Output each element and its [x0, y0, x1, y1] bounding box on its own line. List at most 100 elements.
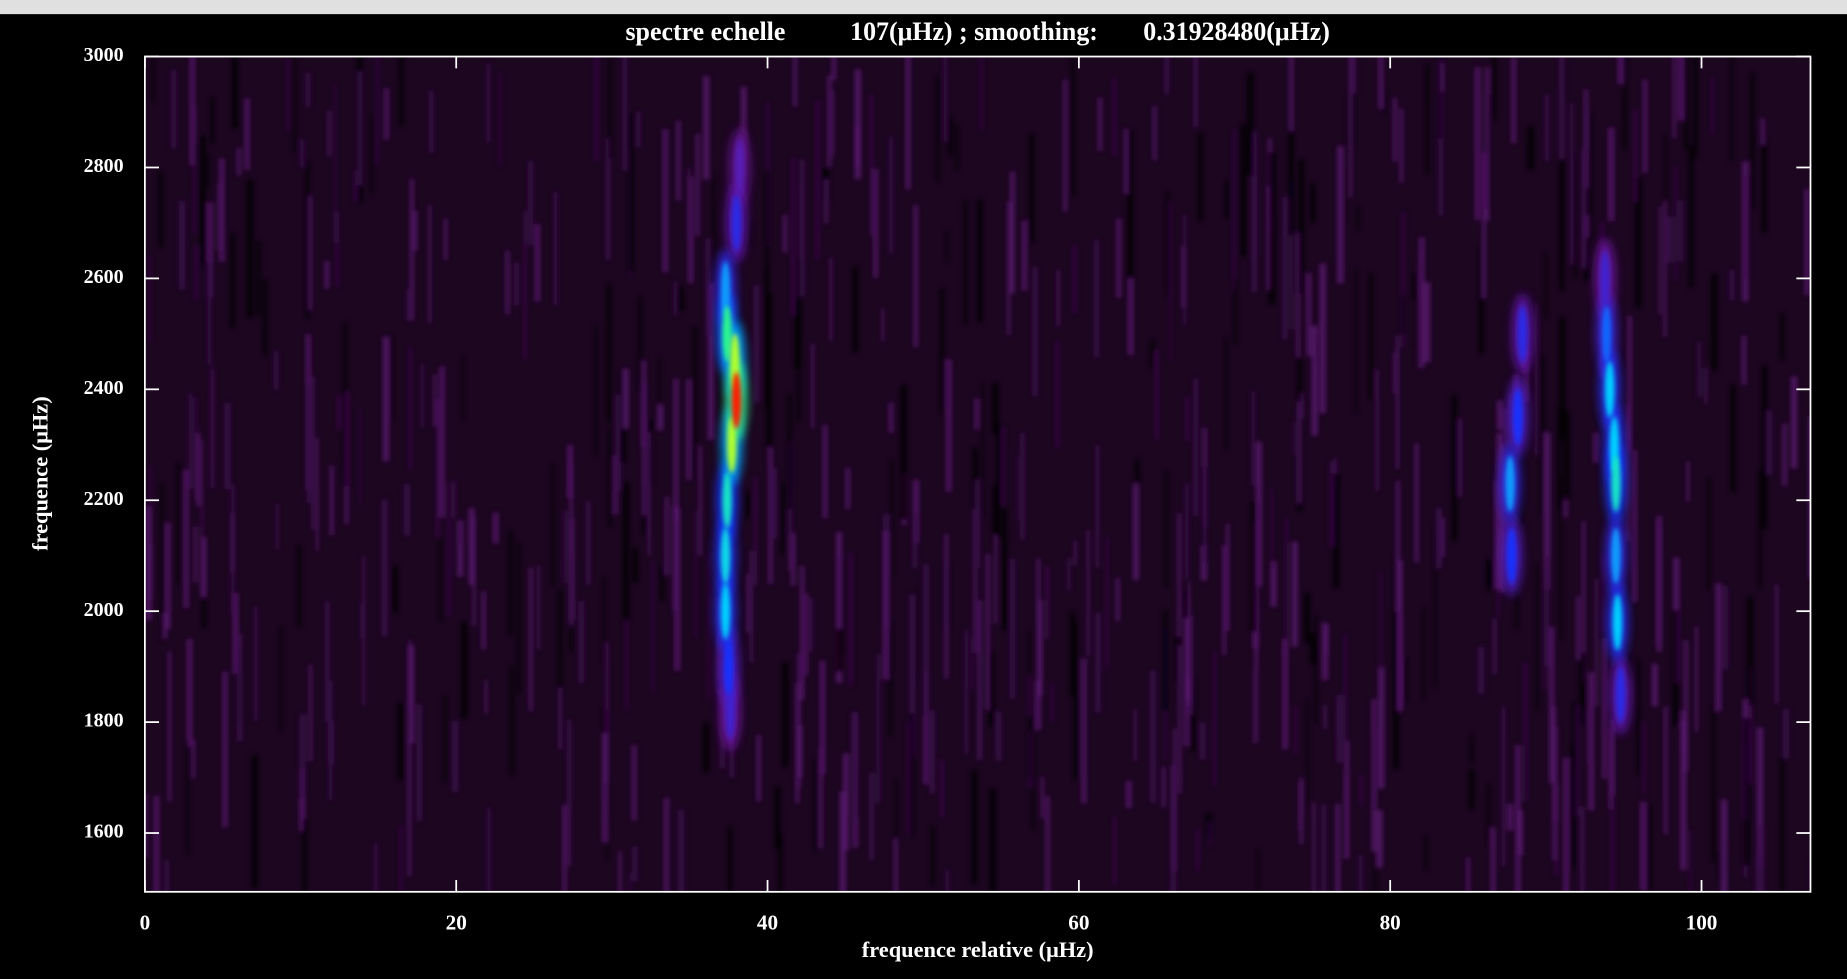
- texture-stripe: [293, 57, 296, 154]
- texture-stripe: [537, 565, 540, 650]
- texture-stripe: [1557, 407, 1562, 510]
- texture-stripe: [188, 393, 193, 489]
- texture-stripe: [1399, 108, 1404, 183]
- texture-stripe: [622, 56, 628, 171]
- texture-stripe: [1543, 569, 1547, 690]
- texture-stripe: [186, 739, 189, 855]
- texture-stripe: [219, 158, 225, 262]
- texture-stripe: [888, 620, 892, 736]
- texture-stripe: [1632, 450, 1637, 603]
- texture-stripe: [1202, 467, 1207, 562]
- texture-stripe: [1251, 501, 1257, 633]
- texture-stripe: [693, 326, 697, 480]
- texture-stripe: [151, 56, 155, 103]
- texture-stripe: [439, 366, 445, 518]
- texture-stripe: [1186, 396, 1188, 441]
- texture-stripe: [1205, 813, 1212, 841]
- texture-stripe: [1222, 545, 1226, 656]
- texture-stripe: [468, 508, 475, 585]
- texture-stripe: [977, 600, 982, 760]
- texture-stripe: [251, 755, 258, 888]
- texture-stripe: [1576, 596, 1580, 660]
- texture-stripe: [1310, 182, 1316, 223]
- texture-stripe: [1667, 216, 1673, 263]
- texture-stripe: [1240, 124, 1247, 257]
- texture-stripe: [1808, 415, 1811, 580]
- texture-stripe: [1711, 273, 1718, 371]
- texture-stripe: [216, 183, 220, 251]
- texture-stripe: [852, 266, 858, 353]
- texture-stripe: [1188, 615, 1194, 715]
- texture-stripe: [1115, 577, 1120, 622]
- texture-stripe: [632, 547, 638, 584]
- texture-stripe: [1001, 427, 1005, 506]
- texture-stripe: [1298, 159, 1305, 295]
- texture-stripe: [1804, 188, 1810, 296]
- texture-stripe: [562, 804, 567, 892]
- texture-stripe: [854, 69, 861, 180]
- texture-stripe: [1357, 205, 1360, 231]
- texture-stripe: [399, 56, 404, 127]
- texture-stripe: [662, 129, 668, 273]
- texture-stripe: [1492, 56, 1497, 121]
- texture-stripe: [1743, 717, 1750, 866]
- texture-stripe: [408, 346, 412, 470]
- texture-stripe: [1036, 558, 1040, 700]
- texture-stripe: [1680, 720, 1687, 871]
- texture-stripe: [186, 638, 193, 748]
- texture-stripe: [642, 360, 646, 516]
- texture-stripe: [1412, 274, 1416, 300]
- texture-stripe: [1173, 728, 1177, 872]
- texture-stripe: [695, 133, 700, 237]
- texture-stripe: [1190, 677, 1196, 752]
- texture-stripe: [746, 574, 750, 633]
- texture-stripe: [1441, 517, 1445, 558]
- texture-stripe: [1494, 480, 1497, 590]
- texture-stripe: [1196, 828, 1200, 872]
- texture-stripe: [1559, 160, 1565, 291]
- texture-stripe: [628, 873, 632, 892]
- texture-stripe: [777, 833, 783, 892]
- texture-stripe: [1593, 432, 1599, 463]
- texture-stripe: [1247, 72, 1254, 176]
- texture-stripe: [163, 612, 167, 639]
- texture-stripe: [1402, 295, 1405, 335]
- peak-core: [734, 139, 745, 196]
- texture-stripe: [1270, 487, 1273, 568]
- texture-stripe: [895, 778, 898, 892]
- texture-stripe: [1482, 152, 1486, 299]
- texture-stripe: [745, 492, 751, 518]
- texture-stripe: [625, 619, 628, 711]
- texture-stripe: [1299, 777, 1303, 845]
- texture-stripe: [447, 482, 451, 616]
- texture-stripe: [794, 299, 801, 369]
- texture-stripe: [1730, 384, 1736, 493]
- texture-stripe: [231, 56, 238, 129]
- texture-stripe: [1704, 367, 1707, 404]
- peak-core: [1612, 593, 1623, 651]
- texture-stripe: [664, 797, 669, 892]
- texture-stripe: [1458, 418, 1462, 497]
- texture-stripe: [1602, 638, 1607, 779]
- texture-stripe: [1382, 87, 1386, 114]
- texture-stripe: [1311, 325, 1318, 436]
- texture-stripe: [534, 223, 540, 303]
- texture-stripe: [811, 343, 815, 429]
- texture-stripe: [1478, 245, 1484, 355]
- texture-stripe: [256, 240, 261, 316]
- texture-stripe: [1009, 558, 1016, 699]
- y-tick-label: 2200: [84, 488, 124, 510]
- texture-stripe: [1354, 268, 1357, 413]
- texture-stripe: [1486, 558, 1492, 591]
- texture-stripe: [359, 408, 362, 504]
- texture-stripe: [1194, 56, 1197, 128]
- texture-stripe: [1251, 391, 1255, 486]
- texture-stripe: [608, 428, 612, 527]
- texture-stripe: [1610, 719, 1615, 797]
- texture-stripe: [1046, 566, 1049, 640]
- texture-stripe: [1626, 654, 1631, 679]
- texture-stripe: [1729, 269, 1735, 301]
- texture-stripe: [505, 250, 510, 315]
- texture-stripe: [428, 90, 434, 153]
- peak-core: [720, 527, 731, 584]
